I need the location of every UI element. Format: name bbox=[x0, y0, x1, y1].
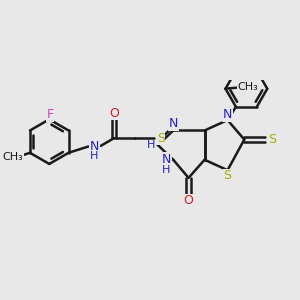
Text: S: S bbox=[268, 133, 276, 146]
Text: N: N bbox=[90, 140, 99, 153]
Text: H: H bbox=[147, 140, 155, 150]
Text: O: O bbox=[109, 106, 119, 120]
Text: CH₃: CH₃ bbox=[237, 82, 258, 92]
Text: O: O bbox=[184, 194, 194, 207]
Text: S: S bbox=[224, 169, 232, 182]
Text: CH₃: CH₃ bbox=[3, 152, 24, 162]
Text: H: H bbox=[90, 151, 99, 161]
Text: N: N bbox=[162, 153, 171, 166]
Text: F: F bbox=[46, 108, 53, 121]
Text: S: S bbox=[157, 132, 165, 145]
Text: H: H bbox=[162, 164, 170, 175]
Text: N: N bbox=[223, 108, 232, 121]
Text: N: N bbox=[169, 117, 178, 130]
